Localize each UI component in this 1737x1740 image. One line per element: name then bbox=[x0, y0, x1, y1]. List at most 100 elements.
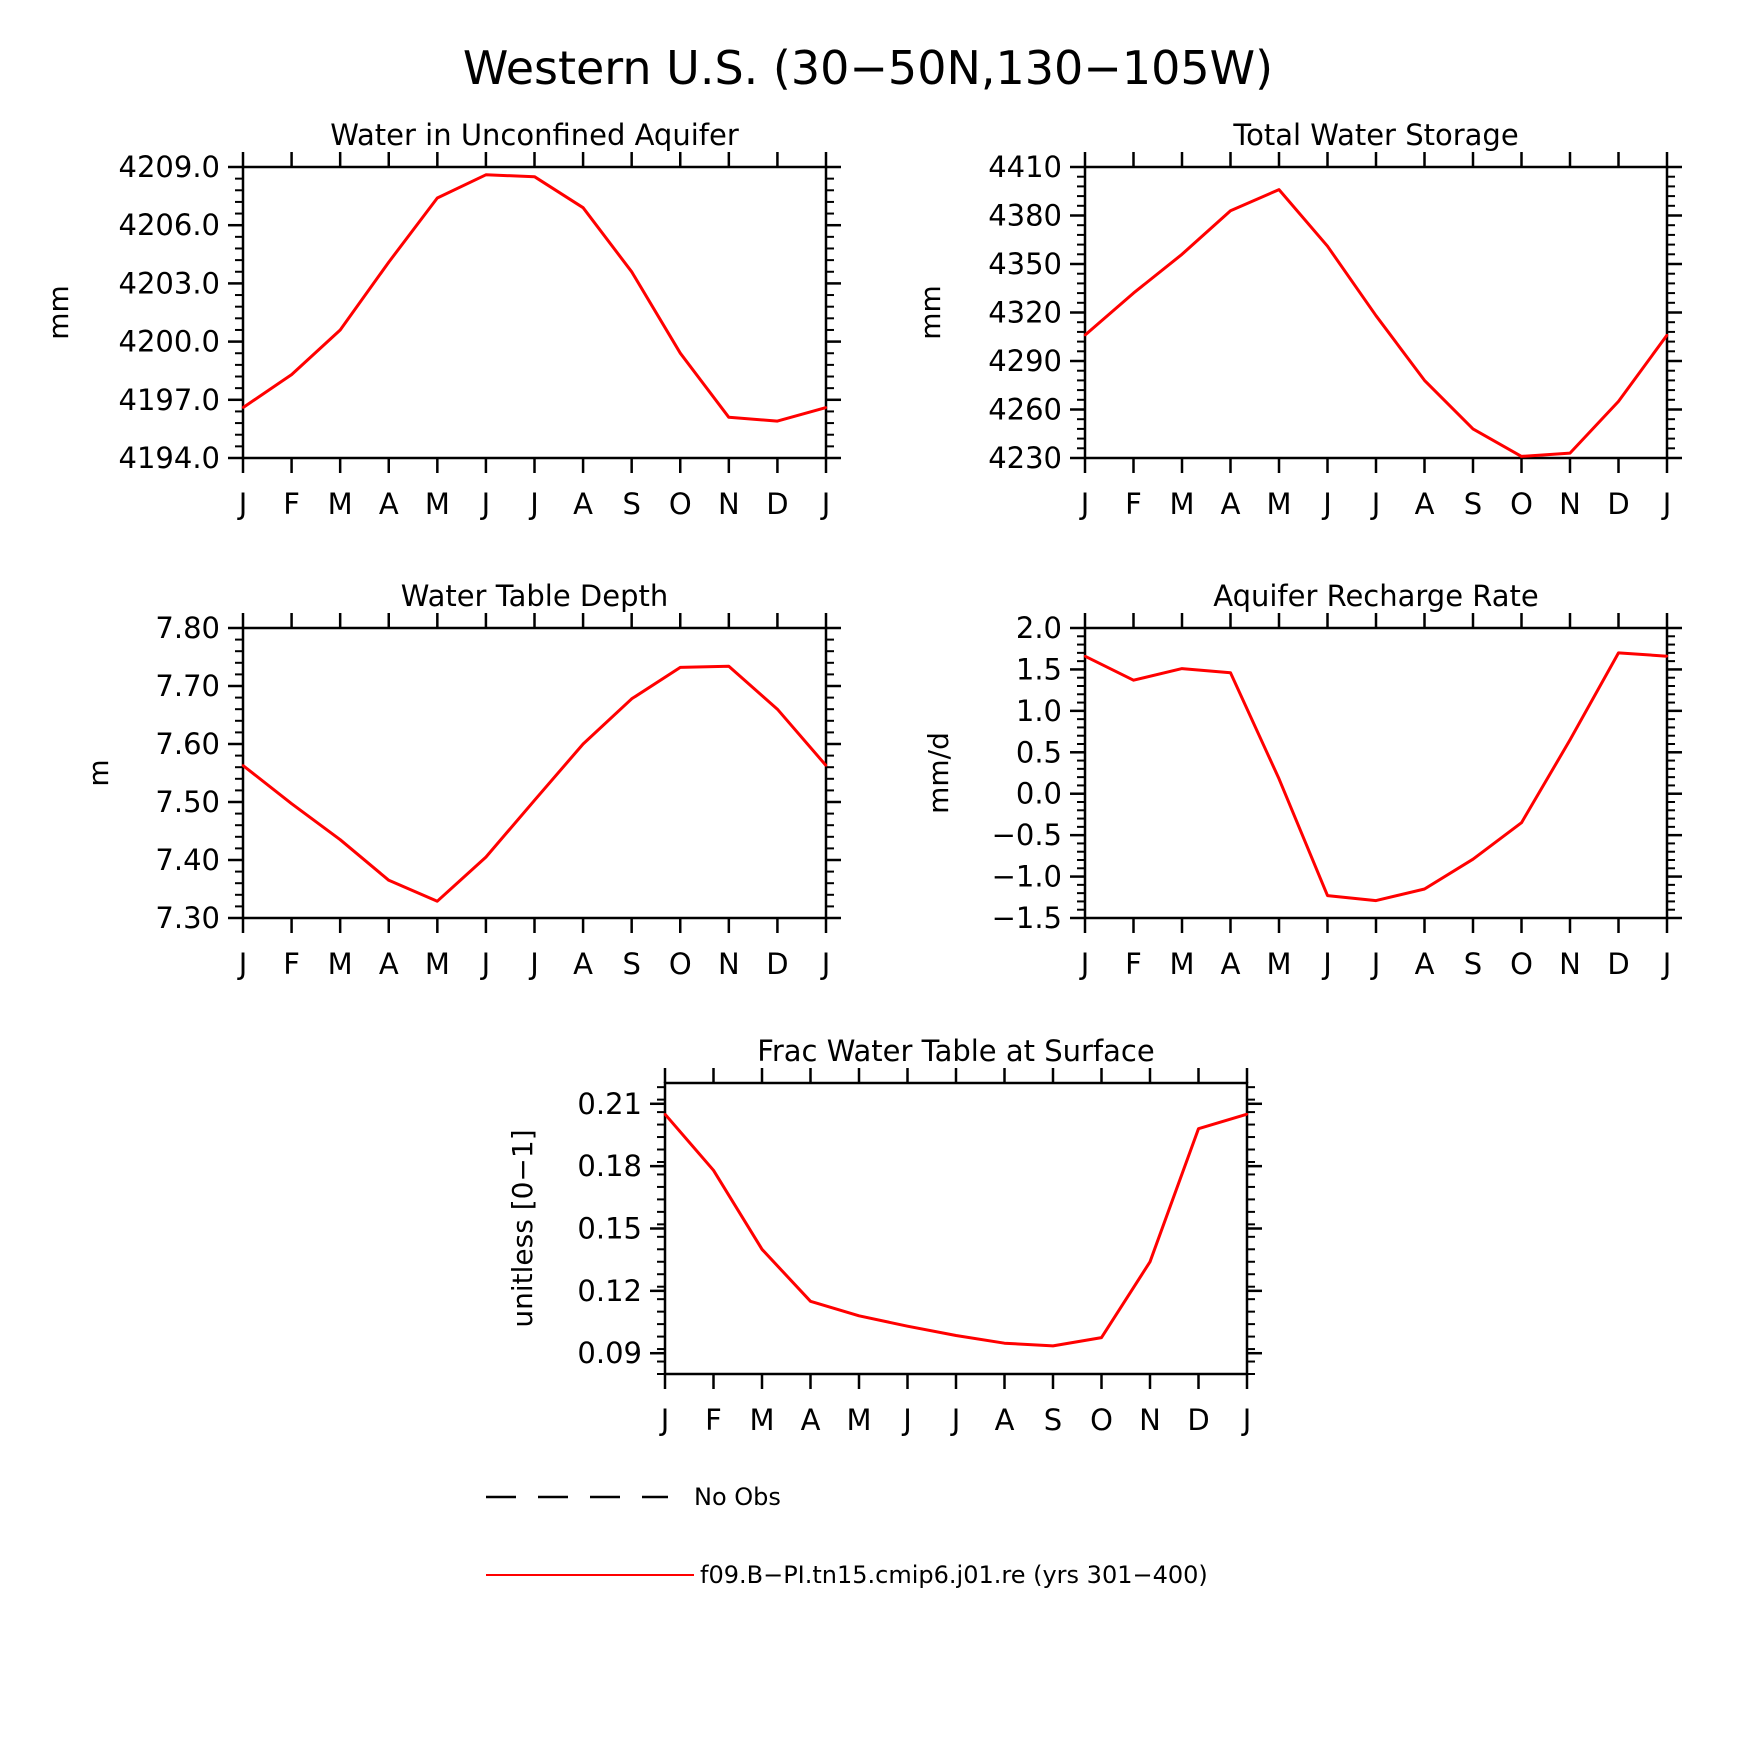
data-point bbox=[857, 1314, 861, 1318]
panel-title: Aquifer Recharge Rate bbox=[1213, 579, 1539, 613]
data-point bbox=[1277, 188, 1281, 191]
y-tick-label: 4194.0 bbox=[119, 441, 220, 475]
y-tick-label: 7.50 bbox=[155, 785, 220, 819]
x-tick-label: N bbox=[1559, 487, 1581, 521]
x-tick-label: J bbox=[1321, 487, 1332, 521]
series-line bbox=[242, 664, 828, 903]
x-tick-label: D bbox=[1607, 947, 1629, 981]
data-point bbox=[387, 260, 390, 264]
y-tick-label: 4320 bbox=[988, 296, 1062, 330]
panel-title: Frac Water Table at Surface bbox=[757, 1034, 1154, 1068]
x-tick-label: F bbox=[705, 1403, 722, 1437]
y-tick-label: 4209.0 bbox=[119, 150, 220, 184]
x-tick-label: J bbox=[1661, 947, 1672, 981]
x-tick-label: M bbox=[1169, 487, 1194, 521]
x-tick-label: J bbox=[901, 1403, 912, 1437]
y-tick-label: 0.5 bbox=[1016, 735, 1062, 769]
x-tick-label: N bbox=[1139, 1403, 1161, 1437]
data-point bbox=[1471, 857, 1475, 861]
x-tick-label: M bbox=[425, 487, 450, 521]
x-tick-label: A bbox=[573, 947, 593, 981]
y-tick-label: −0.5 bbox=[992, 818, 1062, 852]
series-line bbox=[663, 1112, 1248, 1348]
data-point bbox=[436, 899, 439, 903]
y-axis-label: unitless [0−1] bbox=[506, 1129, 539, 1327]
y-axis-label: mm bbox=[914, 285, 947, 340]
data-point bbox=[1229, 671, 1232, 674]
x-tick-label: J bbox=[480, 947, 491, 981]
x-tick-label: J bbox=[1370, 487, 1381, 521]
y-tick-label: 7.70 bbox=[155, 669, 220, 703]
data-point bbox=[1245, 1112, 1249, 1116]
data-point bbox=[954, 1334, 958, 1337]
x-tick-label: M bbox=[1266, 947, 1291, 981]
y-tick-label: 4200.0 bbox=[119, 325, 220, 359]
data-point bbox=[1180, 667, 1184, 670]
x-tick-label: M bbox=[749, 1403, 774, 1437]
data-point bbox=[1197, 1127, 1200, 1130]
data-point bbox=[387, 879, 390, 882]
data-point bbox=[1520, 821, 1523, 824]
x-tick-label: A bbox=[573, 487, 593, 521]
x-tick-label: O bbox=[1510, 487, 1533, 521]
y-tick-label: 4197.0 bbox=[119, 383, 220, 417]
plot-frame bbox=[241, 165, 828, 460]
y-axis-label: mm/d bbox=[922, 732, 955, 814]
plot-frame bbox=[663, 1081, 1249, 1376]
y-tick-label: 4206.0 bbox=[119, 208, 220, 242]
x-tick-label: M bbox=[328, 947, 353, 981]
x-tick-label: J bbox=[1661, 487, 1672, 521]
legend-label-series: f09.B−PI.tn15.cmip6.j01.re (yrs 301−400) bbox=[700, 1561, 1208, 1589]
data-point bbox=[1326, 245, 1329, 248]
x-tick-label: J bbox=[480, 487, 491, 521]
data-point bbox=[290, 373, 293, 376]
data-point bbox=[241, 764, 245, 767]
data-point bbox=[1374, 314, 1378, 317]
y-tick-label: 4380 bbox=[988, 199, 1062, 233]
data-point bbox=[1665, 333, 1669, 337]
y-tick-label: 0.12 bbox=[577, 1274, 642, 1308]
x-tick-label: D bbox=[1607, 487, 1629, 521]
x-tick-label: M bbox=[328, 487, 353, 521]
x-tick-label: A bbox=[1221, 487, 1241, 521]
data-point bbox=[663, 1112, 667, 1116]
x-tick-label: N bbox=[1559, 947, 1581, 981]
data-point bbox=[1617, 400, 1620, 403]
y-tick-label: 7.40 bbox=[155, 843, 220, 877]
x-tick-label: J bbox=[237, 487, 248, 521]
x-tick-label: M bbox=[846, 1403, 871, 1437]
data-point bbox=[1568, 451, 1572, 455]
data-point bbox=[1229, 209, 1232, 212]
legend: No Obs f09.B−PI.tn15.cmip6.j01.re (yrs 30… bbox=[486, 1483, 1208, 1589]
y-tick-label: 2.0 bbox=[1016, 611, 1062, 645]
y-tick-label: 4350 bbox=[988, 247, 1062, 281]
x-tick-label: J bbox=[528, 487, 539, 521]
data-point bbox=[776, 419, 779, 423]
x-tick-label: A bbox=[995, 1403, 1015, 1437]
data-point bbox=[1471, 427, 1475, 431]
data-point bbox=[1423, 379, 1426, 382]
data-point bbox=[484, 855, 488, 859]
data-point bbox=[760, 1248, 764, 1251]
legend-label-no-obs: No Obs bbox=[694, 1483, 781, 1511]
data-point bbox=[679, 352, 682, 355]
data-point bbox=[1083, 654, 1087, 658]
x-tick-label: J bbox=[1241, 1403, 1252, 1437]
y-tick-label: 0.0 bbox=[1016, 777, 1062, 811]
x-tick-label: S bbox=[1464, 487, 1482, 521]
x-tick-label: N bbox=[718, 487, 740, 521]
y-tick-label: 1.5 bbox=[1016, 652, 1062, 686]
data-point bbox=[1003, 1342, 1006, 1345]
data-point bbox=[679, 666, 682, 669]
x-tick-label: J bbox=[528, 947, 539, 981]
x-tick-label: M bbox=[1266, 487, 1291, 521]
x-tick-label: N bbox=[718, 947, 740, 981]
data-point bbox=[1326, 894, 1329, 897]
data-point bbox=[1083, 333, 1087, 337]
y-tick-label: −1.5 bbox=[992, 901, 1062, 935]
x-tick-label: A bbox=[1415, 487, 1435, 521]
